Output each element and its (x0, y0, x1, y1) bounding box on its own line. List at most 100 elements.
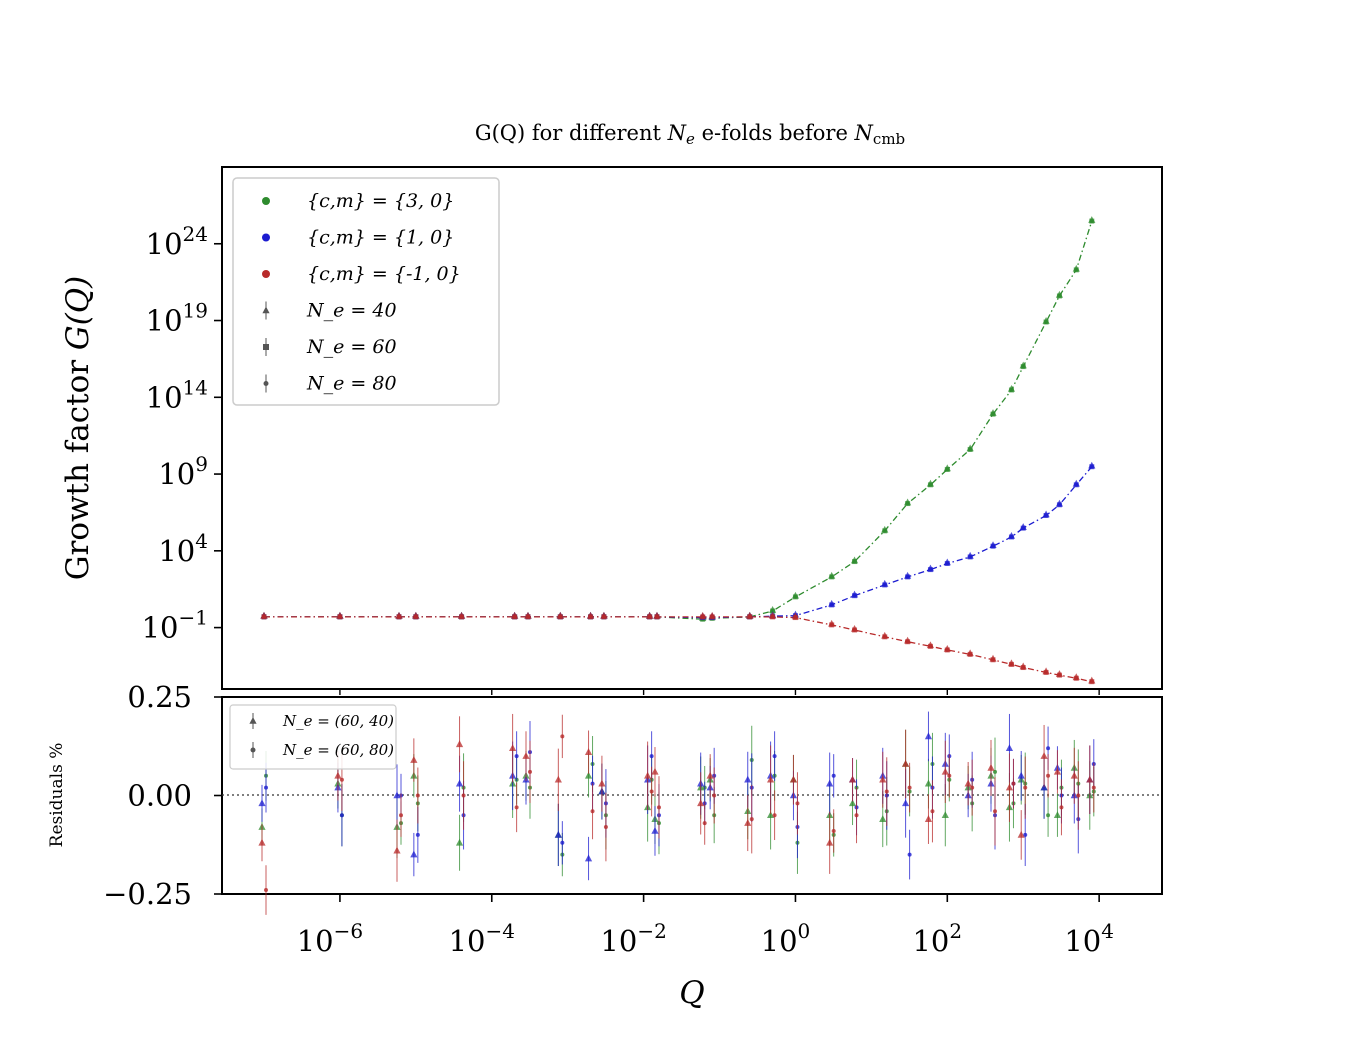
residual-point-triangle (455, 838, 464, 846)
main-legend-item: N_e = 80 (263, 373, 397, 395)
series-line-c-m-1-0 (264, 466, 1093, 619)
main-point-circle (1089, 464, 1094, 469)
main-point-circle (1057, 293, 1062, 298)
residual-point-triangle (1005, 783, 1014, 791)
main-point-circle (1009, 662, 1014, 667)
main-series-points (260, 216, 1096, 685)
main-point-circle (1057, 502, 1062, 507)
main-point-circle (1089, 219, 1094, 224)
residuals-legend-items: N_e = (60, 40) N_e = (60, 80) (249, 712, 394, 759)
residual-point-triangle (902, 799, 910, 807)
main-point-circle (700, 614, 705, 619)
main-point-circle (968, 652, 973, 657)
main-legend-item: N_e = 40 (262, 300, 397, 322)
main-point-circle (882, 528, 887, 533)
main-point-circle (852, 627, 857, 632)
residual-point-triangle (706, 771, 714, 779)
main-legend-item: N_e = 60 (263, 336, 397, 358)
main-point-circle (905, 574, 910, 579)
residual-point-triangle (651, 767, 659, 775)
legend-label: {c,m} = {3, 0} (307, 190, 454, 212)
legend-marker-triangle (262, 306, 270, 314)
x-tick-label: 102 (912, 919, 962, 958)
main-point-circle (337, 614, 342, 619)
main-y-tick-label: 1019 (146, 299, 208, 338)
residual-point-triangle (964, 779, 972, 787)
x-tick-label: 104 (1064, 919, 1114, 958)
residual-point-circle (1011, 781, 1016, 786)
residual-point-circle (712, 793, 717, 798)
residual-point-circle (702, 821, 707, 826)
residual-point-triangle (584, 854, 593, 862)
residual-point-circle (993, 769, 998, 774)
residual-point-triangle (1053, 811, 1062, 818)
main-y-ticks: 1024 1019 1014 109 104 10−1 (142, 222, 222, 645)
residual-point-triangle (879, 775, 887, 783)
residual-point-circle (970, 785, 975, 790)
residual-point-triangle (987, 763, 995, 771)
main-point-circle (882, 582, 887, 587)
residual-point-triangle (697, 799, 705, 807)
main-point-circle (968, 554, 973, 559)
main-point-circle (413, 614, 418, 619)
main-point-circle (1021, 364, 1026, 369)
residual-point-circle (1023, 832, 1028, 837)
main-y-tick-label: 1024 (146, 222, 208, 261)
residual-point-circle (649, 754, 654, 759)
main-point-circle (747, 614, 752, 619)
residual-point-triangle (1053, 767, 1062, 775)
legend-label: N_e = 60 (306, 336, 397, 358)
residual-point-circle (795, 801, 800, 806)
residual-y-tick-label: −0.25 (103, 877, 192, 911)
residual-point-triangle (924, 779, 933, 787)
residual-point-triangle (1017, 830, 1025, 838)
main-point-circle (459, 614, 464, 619)
residual-point-circle (264, 785, 268, 790)
residual-point-circle (514, 754, 519, 759)
main-point-circle (793, 594, 798, 599)
legend-marker-circle (263, 381, 269, 386)
residual-point-triangle (410, 756, 418, 763)
residual-point-circle (1091, 785, 1096, 790)
residuals-legend-frame (229, 704, 397, 770)
residual-point-circle (560, 734, 565, 739)
main-point-circle (1044, 320, 1049, 325)
main-point-circle (991, 657, 996, 662)
residual-point-triangle (644, 771, 652, 779)
main-point-circle (558, 614, 563, 619)
residual-point-circle (339, 777, 344, 782)
residual-point-circle (603, 825, 608, 830)
main-y-tick-label: 104 (158, 529, 208, 568)
legend-label: {c,m} = {-1, 0} (307, 263, 461, 285)
main-point-circle (968, 447, 973, 452)
main-legend: {c,m} = {3, 0} {c,m} = {1, 0} {c,m} = {-1,… (232, 177, 500, 406)
residual-point-circle (831, 773, 836, 778)
residual-point-triangle (1017, 771, 1025, 779)
chart-title: G(Q) for different Ne e-folds before Ncm… (475, 121, 905, 148)
residual-point-triangle (1070, 771, 1078, 779)
residual-legend-item: N_e = (60, 80) (250, 741, 394, 759)
residual-point-circle (264, 888, 268, 893)
main-point-circle (1074, 482, 1079, 487)
residuals-y-ticks: 0.25 0.00 −0.25 (103, 680, 222, 911)
residual-y-tick-label: 0.00 (127, 779, 192, 813)
residual-point-triangle (393, 846, 401, 854)
residual-point-triangle (1005, 744, 1014, 752)
residual-point-triangle (1040, 752, 1048, 759)
main-point-circle (710, 614, 715, 619)
main-point-circle (1021, 665, 1026, 670)
residual-point-triangle (410, 850, 418, 858)
main-point-circle (793, 615, 798, 620)
series-line-c-m-1-0 (264, 616, 1092, 683)
residual-point-triangle (393, 791, 401, 799)
residual-point-circle (461, 793, 466, 798)
legend-label: N_e = (60, 80) (282, 741, 394, 759)
residual-point-triangle (554, 775, 562, 783)
residual-point-triangle (651, 826, 659, 834)
residual-point-triangle (584, 771, 593, 779)
main-legend-item: {c,m} = {3, 0} (262, 190, 454, 212)
main-point-circle (945, 647, 950, 652)
residual-y-tick-label: 0.25 (127, 680, 192, 714)
main-point-circle (928, 644, 933, 649)
main-point-circle (945, 467, 950, 472)
